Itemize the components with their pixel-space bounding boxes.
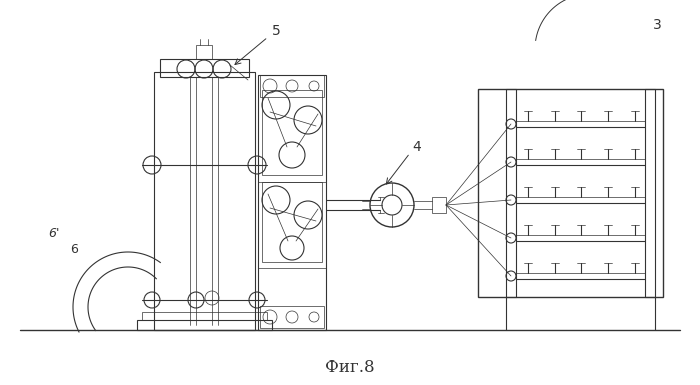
Bar (645, 89, 655, 297)
Text: 3: 3 (653, 18, 662, 32)
Bar (260, 75, 324, 97)
Bar (142, 312, 267, 320)
Bar (478, 89, 663, 297)
Bar (154, 72, 255, 330)
Bar (506, 89, 516, 297)
Text: 6: 6 (70, 243, 78, 256)
Bar (262, 182, 322, 262)
Text: 4: 4 (412, 140, 421, 154)
Bar (258, 75, 326, 330)
Bar (137, 320, 272, 330)
Bar (196, 45, 212, 59)
Bar (160, 59, 249, 77)
Text: 5: 5 (272, 24, 281, 38)
Bar (432, 197, 446, 213)
Text: Фиг.8: Фиг.8 (326, 358, 374, 375)
Bar (262, 90, 322, 175)
Text: 6': 6' (48, 227, 60, 240)
Bar (260, 306, 324, 328)
